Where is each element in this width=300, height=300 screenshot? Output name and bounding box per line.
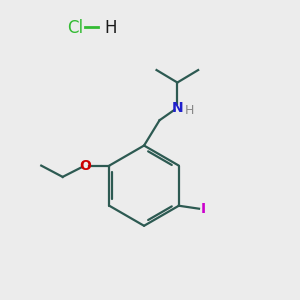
Text: N: N <box>172 101 183 115</box>
Text: Cl: Cl <box>67 19 83 37</box>
Text: H: H <box>185 104 194 117</box>
Text: H: H <box>104 19 116 37</box>
Text: I: I <box>201 202 206 216</box>
Text: O: O <box>79 159 91 172</box>
